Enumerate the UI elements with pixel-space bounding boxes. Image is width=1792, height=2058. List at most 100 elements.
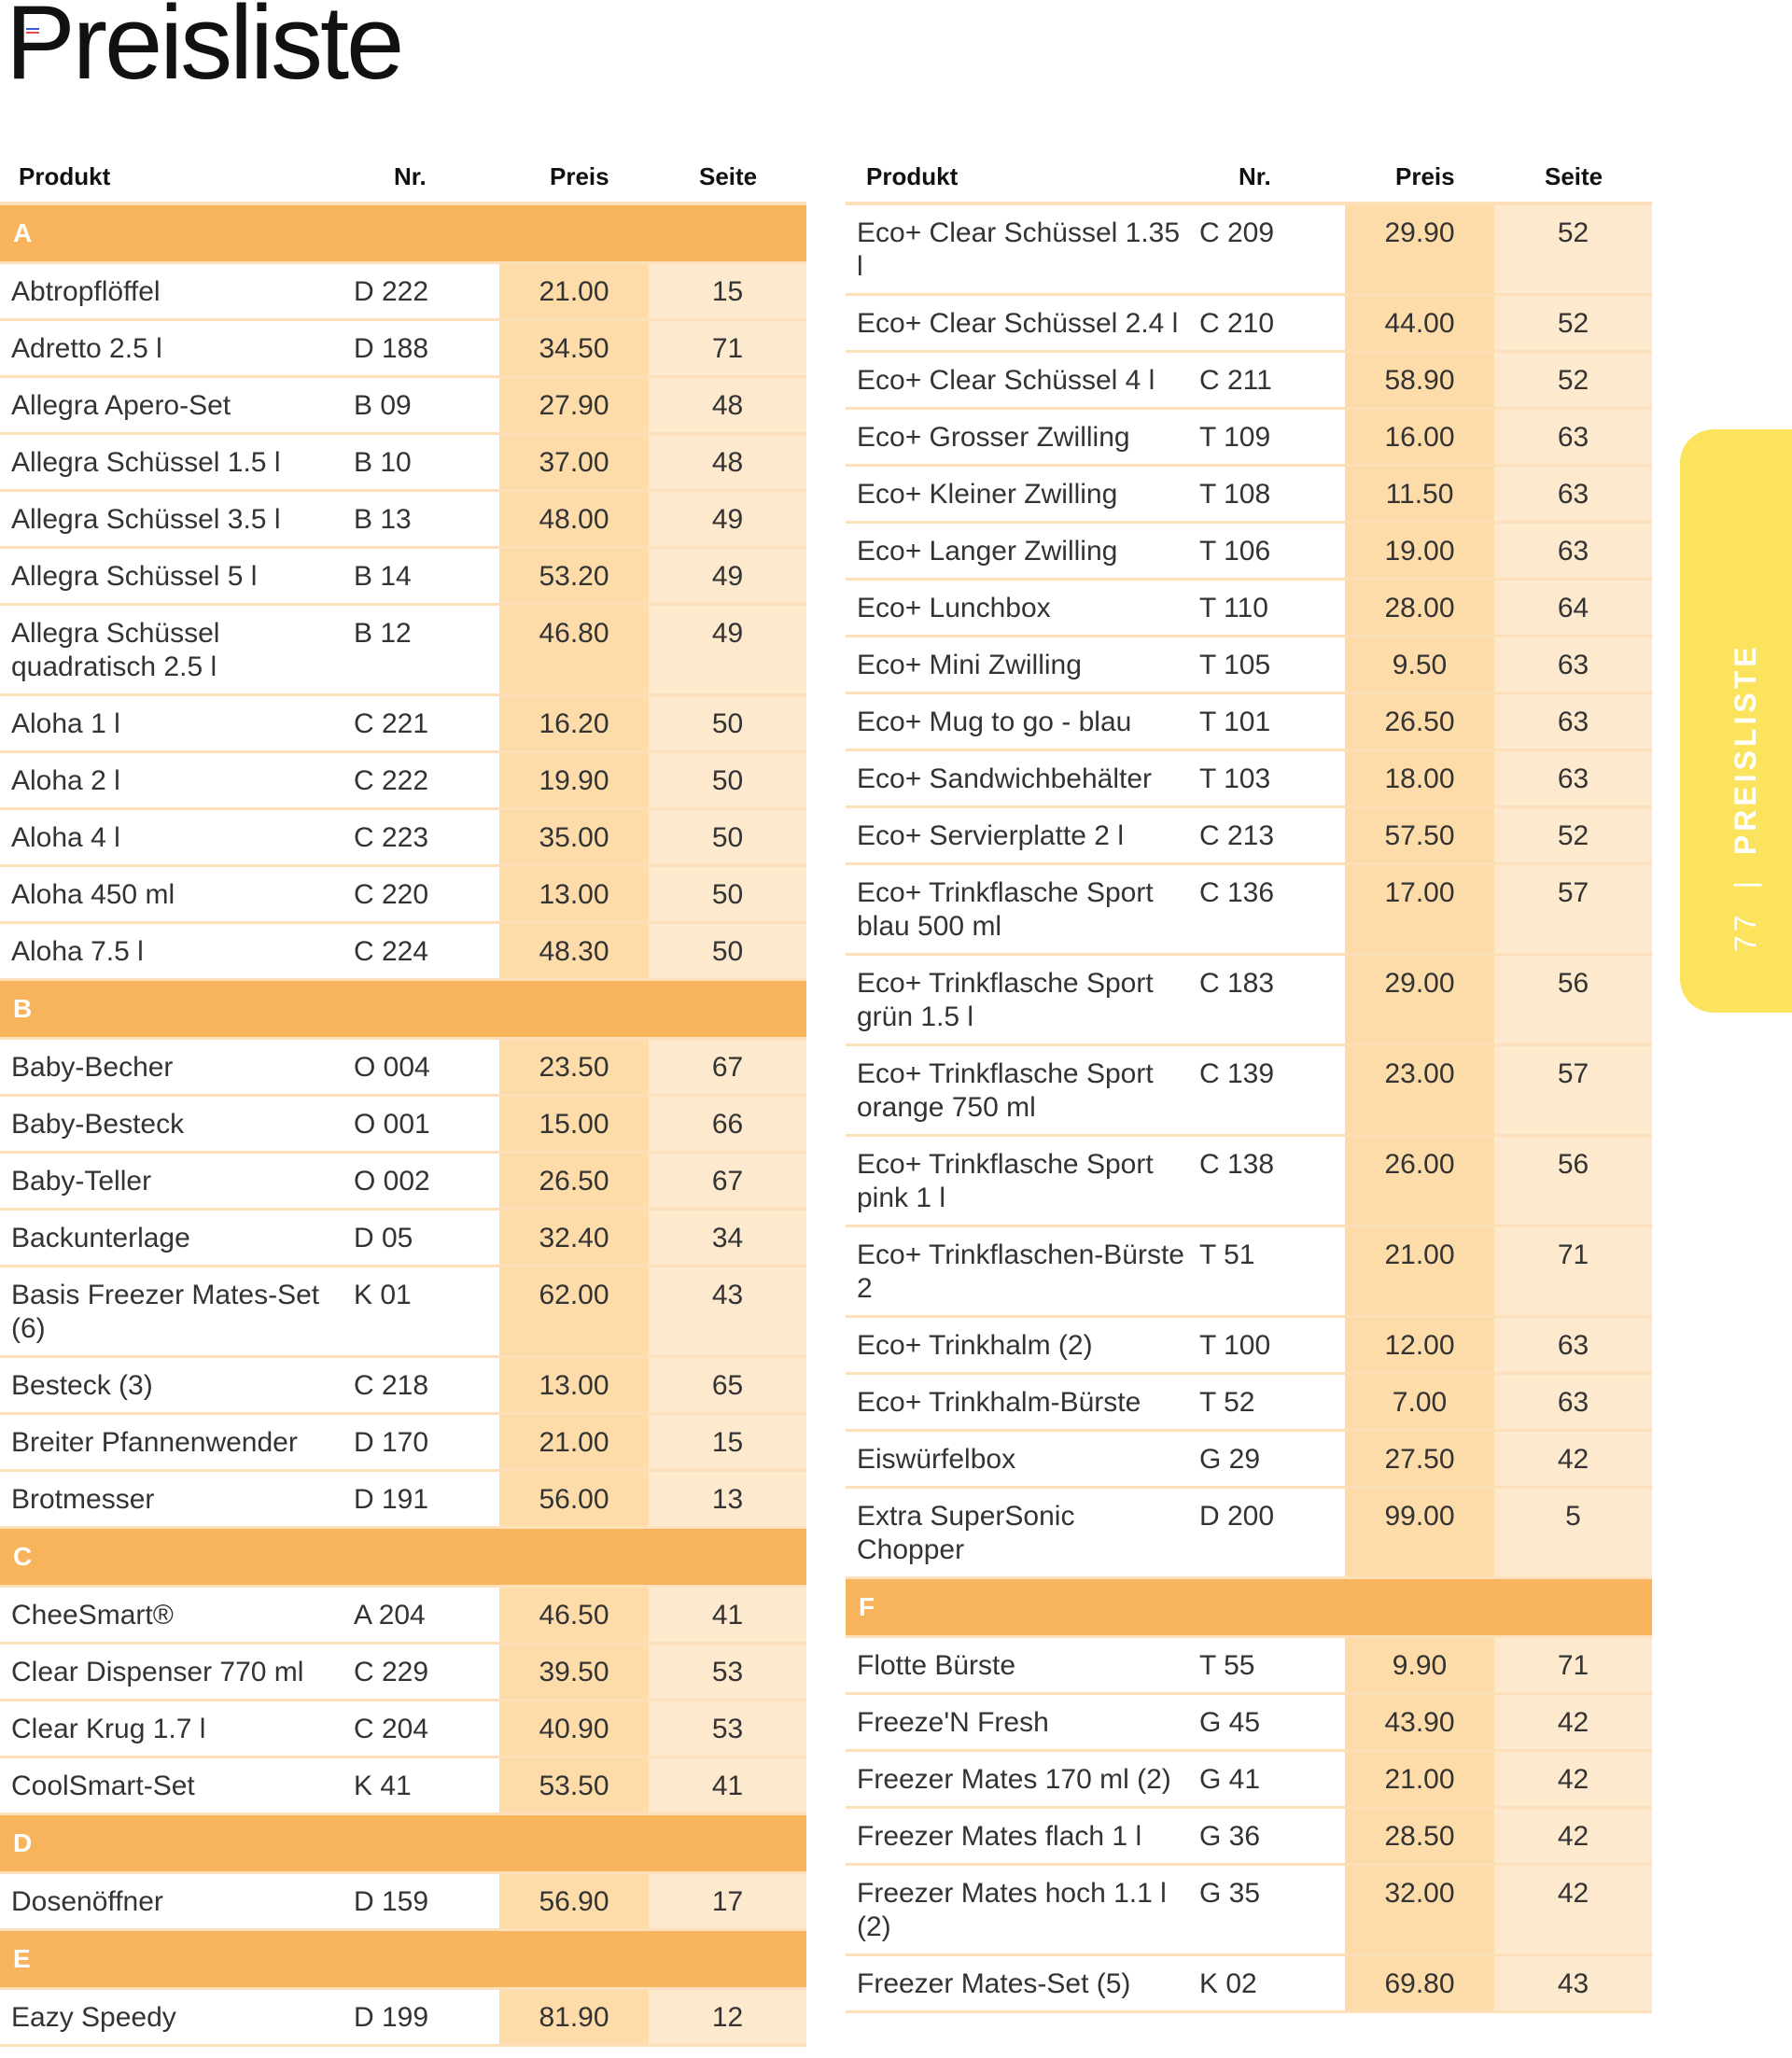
table-row[interactable]: Eco+ Langer Zwilling T 106 19.00 63: [846, 524, 1652, 581]
product-name: Eco+ Trinkhalm-Bürste: [857, 1387, 1141, 1418]
table-row[interactable]: Freeze'N Fresh G 45 43.90 42: [846, 1695, 1652, 1752]
table-row[interactable]: Adretto 2.5 l D 188 34.50 71: [0, 321, 806, 378]
product-name: Eco+ Trinkflaschen-Bürste 2: [857, 1239, 1184, 1304]
header-preis: Preis: [1395, 162, 1455, 190]
product-page: 63: [1494, 1375, 1652, 1429]
chapter-label: PREISLISTE: [1729, 643, 1762, 856]
table-row[interactable]: Freezer Mates flach 1 l G 36 28.50 42: [846, 1809, 1652, 1866]
table-row[interactable]: Abtropflöffel D 222 21.00 15: [0, 264, 806, 321]
product-price: 9.50: [1345, 637, 1494, 692]
product-page: 71: [649, 321, 806, 375]
product-page: 67: [649, 1154, 806, 1208]
table-row[interactable]: Eco+ Trinkflasche Sport orange 750 ml C 1…: [846, 1046, 1652, 1137]
product-page: 15: [649, 264, 806, 318]
product-page: 42: [1494, 1866, 1652, 1953]
product-page: 49: [649, 549, 806, 603]
table-row[interactable]: Eco+ Clear Schüssel 1.35 l C 209 29.90 52: [846, 205, 1652, 296]
product-number: G 36: [1199, 1821, 1261, 1852]
table-row[interactable]: Baby-Becher O 004 23.50 67: [0, 1040, 806, 1097]
table-row[interactable]: Eco+ Trinkflasche Sport grün 1.5 l C 183 2…: [846, 956, 1652, 1046]
chapter-tab[interactable]: 77 | PREISLISTE: [1680, 429, 1792, 1013]
table-row[interactable]: Eco+ Servierplatte 2 l C 213 57.50 52: [846, 808, 1652, 865]
product-page: 71: [1494, 1638, 1652, 1692]
table-row[interactable]: Eiswürfelbox G 29 27.50 42: [846, 1432, 1652, 1489]
product-price: 69.80: [1345, 1956, 1494, 2010]
table-row[interactable]: Besteck (3) C 218 13.00 65: [0, 1358, 806, 1415]
product-price: 13.00: [499, 867, 649, 921]
product-number: C 204: [354, 1714, 429, 1744]
product-price: 16.20: [499, 696, 649, 750]
table-row[interactable]: Allegra Schüssel 1.5 l B 10 37.00 48: [0, 435, 806, 492]
table-row[interactable]: Allegra Apero-Set B 09 27.90 48: [0, 378, 806, 435]
table-row[interactable]: Breiter Pfannenwender D 170 21.00 15: [0, 1415, 806, 1472]
table-row[interactable]: Baby-Besteck O 001 15.00 66: [0, 1097, 806, 1154]
table-row[interactable]: Eco+ Clear Schüssel 2.4 l C 210 44.00 52: [846, 296, 1652, 353]
product-number: O 001: [354, 1109, 430, 1140]
table-row[interactable]: Eco+ Clear Schüssel 4 l C 211 58.90 52: [846, 353, 1652, 410]
product-price: 44.00: [1345, 296, 1494, 350]
product-page: 49: [649, 606, 806, 693]
product-price: 17.00: [1345, 865, 1494, 953]
product-number: A 204: [354, 1600, 426, 1631]
table-row[interactable]: Eco+ Trinkhalm-Bürste T 52 7.00 63: [846, 1375, 1652, 1432]
product-name: Freezer Mates hoch 1.1 l (2): [857, 1878, 1167, 1942]
table-row[interactable]: Clear Krug 1.7 l C 204 40.90 53: [0, 1701, 806, 1758]
product-name: Eco+ Langer Zwilling: [857, 536, 1118, 567]
table-row[interactable]: Eco+ Trinkflasche Sport blau 500 ml C 136…: [846, 865, 1652, 956]
table-row[interactable]: Aloha 1 l C 221 16.20 50: [0, 696, 806, 753]
table-row[interactable]: Eco+ Sandwichbehälter T 103 18.00 63: [846, 751, 1652, 808]
product-number: G 45: [1199, 1707, 1261, 1738]
product-name: Eco+ Clear Schüssel 4 l: [857, 365, 1155, 396]
table-row[interactable]: Aloha 2 l C 222 19.90 50: [0, 753, 806, 810]
table-row[interactable]: Aloha 7.5 l C 224 48.30 50: [0, 924, 806, 981]
tab-separator: |: [1729, 877, 1762, 889]
product-number: C 139: [1199, 1058, 1275, 1089]
table-row[interactable]: Clear Dispenser 770 ml C 229 39.50 53: [0, 1645, 806, 1701]
product-number: C 222: [354, 765, 429, 796]
table-row[interactable]: Baby-Teller O 002 26.50 67: [0, 1154, 806, 1211]
table-row[interactable]: CoolSmart-Set K 41 53.50 41: [0, 1758, 806, 1815]
table-row[interactable]: Eco+ Mini Zwilling T 105 9.50 63: [846, 637, 1652, 694]
table-row[interactable]: Flotte Bürste T 55 9.90 71: [846, 1638, 1652, 1695]
table-row[interactable]: Aloha 4 l C 223 35.00 50: [0, 810, 806, 867]
table-row[interactable]: Dosenöffner D 159 56.90 17: [0, 1874, 806, 1931]
product-price: 26.50: [1345, 694, 1494, 749]
header-nr: Nr.: [394, 162, 427, 190]
table-row[interactable]: Eco+ Kleiner Zwilling T 108 11.50 63: [846, 467, 1652, 524]
header-produkt: Produkt: [19, 162, 111, 190]
table-row[interactable]: Backunterlage D 05 32.40 34: [0, 1211, 806, 1267]
table-row[interactable]: Allegra Schüssel 3.5 l B 13 48.00 49: [0, 492, 806, 549]
product-name: Extra SuperSonic Chopper: [857, 1501, 1075, 1565]
table-row[interactable]: Eco+ Trinkflaschen-Bürste 2 T 51 21.00 71: [846, 1227, 1652, 1318]
table-row[interactable]: Eco+ Trinkhalm (2) T 100 12.00 63: [846, 1318, 1652, 1375]
table-row[interactable]: Eco+ Grosser Zwilling T 109 16.00 63: [846, 410, 1652, 467]
product-price: 46.80: [499, 606, 649, 693]
table-row[interactable]: Eazy Speedy D 199 81.90 12: [0, 1990, 806, 2047]
product-name: Backunterlage: [11, 1223, 190, 1253]
product-page: 66: [649, 1097, 806, 1151]
table-row[interactable]: Freezer Mates-Set (5) K 02 69.80 43: [846, 1956, 1652, 2013]
product-number: D 200: [1199, 1501, 1275, 1532]
table-row[interactable]: Basis Freezer Mates-Set (6) K 01 62.00 43: [0, 1267, 806, 1358]
product-page: 43: [649, 1267, 806, 1355]
table-row[interactable]: Allegra Schüssel quadratisch 2.5 l B 12 46…: [0, 606, 806, 696]
table-row[interactable]: Allegra Schüssel 5 l B 14 53.20 49: [0, 549, 806, 606]
table-row[interactable]: Freezer Mates hoch 1.1 l (2) G 35 32.00 42: [846, 1866, 1652, 1956]
table-row[interactable]: Brotmesser D 191 56.00 13: [0, 1472, 806, 1529]
table-row[interactable]: Aloha 450 ml C 220 13.00 50: [0, 867, 806, 924]
product-page: 5: [1494, 1489, 1652, 1576]
product-number: B 13: [354, 504, 412, 535]
product-price: 99.00: [1345, 1489, 1494, 1576]
table-row[interactable]: Freezer Mates 170 ml (2) G 41 21.00 42: [846, 1752, 1652, 1809]
table-row[interactable]: CheeSmart® A 204 46.50 41: [0, 1588, 806, 1645]
product-name: Eco+ Mug to go - blau: [857, 707, 1132, 737]
product-page: 42: [1494, 1752, 1652, 1806]
table-row[interactable]: Eco+ Mug to go - blau T 101 26.50 63: [846, 694, 1652, 751]
table-row[interactable]: Eco+ Lunchbox T 110 28.00 64: [846, 581, 1652, 637]
table-row[interactable]: Extra SuperSonic Chopper D 200 99.00 5: [846, 1489, 1652, 1579]
product-name: Dosenöffner: [11, 1886, 163, 1917]
product-price: 9.90: [1345, 1638, 1494, 1692]
table-row[interactable]: Eco+ Trinkflasche Sport pink 1 l C 138 26.…: [846, 1137, 1652, 1227]
product-price: 43.90: [1345, 1695, 1494, 1749]
